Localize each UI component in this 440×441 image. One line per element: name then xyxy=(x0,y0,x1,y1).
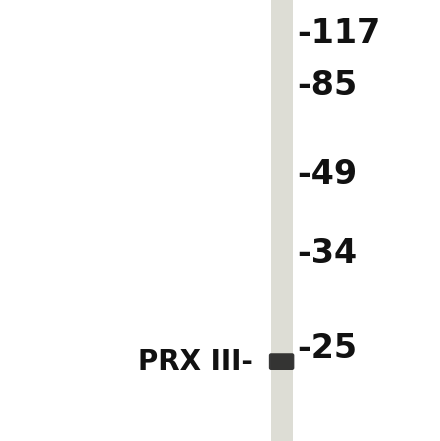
Text: -49: -49 xyxy=(297,158,357,191)
Bar xyxy=(271,0,293,441)
FancyBboxPatch shape xyxy=(269,353,294,370)
Text: -34: -34 xyxy=(297,237,357,270)
Text: -85: -85 xyxy=(297,70,357,102)
Text: PRX III-: PRX III- xyxy=(138,348,253,376)
Text: -117: -117 xyxy=(297,17,380,49)
Text: -25: -25 xyxy=(297,332,357,365)
